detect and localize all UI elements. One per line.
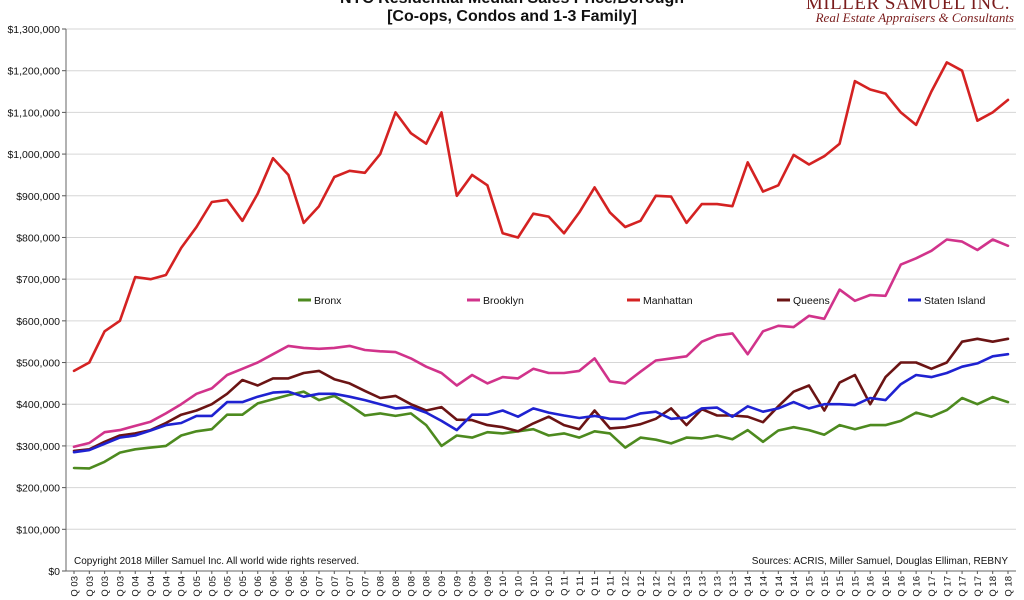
x-tick-label: Q 03 <box>100 576 111 597</box>
x-tick-label: Q 05 <box>207 576 218 597</box>
x-tick-label: Q 15 <box>820 576 831 597</box>
x-tick-label: Q 06 <box>253 576 264 597</box>
y-tick-label: $200,000 <box>16 483 60 495</box>
x-tick-label: Q 09 <box>483 576 494 597</box>
x-tick-label: Q 07 <box>330 576 341 597</box>
x-tick-label: Q 04 <box>161 576 172 597</box>
copyright-note: Copyright 2018 Miller Samuel Inc. All wo… <box>74 556 360 567</box>
x-tick-label: Q 06 <box>299 576 310 597</box>
x-tick-label: Q 16 <box>912 576 923 597</box>
x-tick-label: Q 12 <box>667 576 678 597</box>
y-tick-label: $600,000 <box>16 316 60 328</box>
x-tick-label: Q 07 <box>360 576 371 597</box>
x-tick-label: Q 06 <box>284 576 295 597</box>
x-tick-label: Q 11 <box>575 576 586 596</box>
chart-axes: $0 $100,000 $200,000 $300,000 $400,000 $500,0… <box>7 24 1016 597</box>
x-tick-label: Q 12 <box>636 576 647 597</box>
x-tick-label: Q 07 <box>314 576 325 597</box>
brand-tagline: Real Estate Appraisers & Consultants <box>815 10 1014 25</box>
y-tick-label: $1,100,000 <box>7 107 60 119</box>
y-tick-label: $100,000 <box>16 524 60 536</box>
y-tick-label: $500,000 <box>16 358 60 370</box>
x-tick-label: Q 09 <box>452 576 463 597</box>
x-tick-label: Q 17 <box>942 576 953 597</box>
y-tick-label: $1,300,000 <box>7 24 60 36</box>
chart-series <box>72 61 1010 470</box>
x-tick-label: Q 17 <box>973 576 984 597</box>
x-tick-label: Q 12 <box>621 576 632 597</box>
x-tick-label: Q 09 <box>468 576 479 597</box>
y-tick-label: $1,200,000 <box>7 66 60 78</box>
y-tick-label: $900,000 <box>16 191 60 203</box>
x-tick-label: Q 10 <box>529 576 540 597</box>
x-tick-label: Q 07 <box>345 576 356 597</box>
x-tick-label: Q 12 <box>651 576 662 597</box>
x-tick-label: Q 16 <box>881 576 892 597</box>
x-tick-label: Q 13 <box>713 576 724 597</box>
series-line-staten-island <box>72 352 1010 454</box>
x-tick-label: Q 05 <box>223 576 234 597</box>
y-tick-label: $300,000 <box>16 441 60 453</box>
x-tick-label: Q 16 <box>896 576 907 597</box>
x-tick-label: Q 16 <box>866 576 877 597</box>
legend-label-manhattan: Manhattan <box>643 295 693 307</box>
x-tick-label: Q 11 <box>559 576 570 596</box>
x-tick-label: Q 14 <box>743 576 754 597</box>
x-tick-label: Q 11 <box>605 576 616 596</box>
x-tick-label: Q 10 <box>514 576 525 597</box>
series-line-manhattan <box>72 61 1010 373</box>
x-tick-label: Q 10 <box>498 576 509 597</box>
x-tick-label: Q 08 <box>391 576 402 597</box>
chart-gridlines <box>66 28 1016 572</box>
x-tick-label: Q 13 <box>697 576 708 597</box>
x-tick-label: Q 05 <box>238 576 249 597</box>
x-tick-label: Q 15 <box>850 576 861 597</box>
x-tick-label: Q 15 <box>804 576 815 597</box>
series-line-bronx <box>72 390 1010 470</box>
x-tick-label: Q 11 <box>590 576 601 596</box>
x-tick-label: Q 17 <box>927 576 938 597</box>
x-tick-label: Q 10 <box>544 576 555 597</box>
y-tick-label: $0 <box>48 566 60 578</box>
x-tick-label: Q 03 <box>85 576 96 597</box>
legend-label-brooklyn: Brooklyn <box>483 295 524 307</box>
x-tick-label: Q 09 <box>437 576 448 597</box>
y-tick-label: $1,000,000 <box>7 149 60 161</box>
x-tick-label: Q 17 <box>958 576 969 597</box>
x-tick-label: Q 14 <box>789 576 800 597</box>
legend-label-queens: Queens <box>793 295 830 307</box>
y-tick-label: $800,000 <box>16 232 60 244</box>
legend-label-staten-island: Staten Island <box>924 295 985 307</box>
x-tick-label: Q 05 <box>192 576 203 597</box>
x-tick-label: Q 13 <box>728 576 739 597</box>
chart-legend: Bronx Brooklyn Manhattan Queens Staten Islan… <box>298 295 985 307</box>
x-tick-label: Q 08 <box>422 576 433 597</box>
brand-logo-name: MILLER SAMUEL INC. <box>805 0 1010 14</box>
x-tick-label: Q 14 <box>774 576 785 597</box>
x-tick-label: Q 08 <box>406 576 417 597</box>
x-tick-label: Q 13 <box>682 576 693 597</box>
x-tick-label: Q 08 <box>376 576 387 597</box>
x-tick-label: Q 03 <box>70 576 81 597</box>
series-line-queens <box>72 337 1010 453</box>
x-tick-label: Q 04 <box>177 576 188 597</box>
chart-subtitle: [Co-ops, Condos and 1-3 Family] <box>387 8 637 25</box>
x-tick-label: Q 18 <box>988 576 999 597</box>
chart-title: NYC Residential Median Sales Price/Borou… <box>0 0 1024 8</box>
x-tick-label: Q 14 <box>759 576 770 597</box>
x-tick-label: Q 15 <box>835 576 846 597</box>
x-tick-label: Q 18 <box>1004 576 1015 597</box>
legend-label-bronx: Bronx <box>314 295 342 307</box>
series-line-brooklyn <box>72 238 1010 449</box>
y-tick-label: $700,000 <box>16 274 60 286</box>
y-tick-label: $400,000 <box>16 399 60 411</box>
x-tick-label: Q 06 <box>269 576 280 597</box>
x-tick-label: Q 03 <box>115 576 126 597</box>
sources-note: Sources: ACRIS, Miller Samuel, Douglas E… <box>751 556 1008 567</box>
x-tick-label: Q 04 <box>131 576 142 597</box>
x-tick-label: Q 04 <box>146 576 157 597</box>
